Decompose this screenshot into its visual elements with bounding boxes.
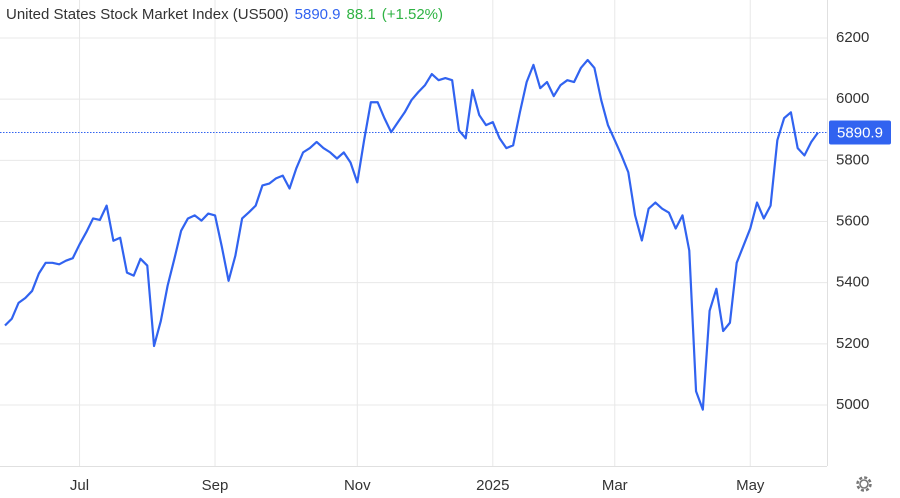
price-line [4, 58, 819, 411]
last-price-badge [829, 120, 891, 145]
x-tick-label: Nov [344, 477, 371, 494]
x-tick-label: Mar [602, 477, 628, 494]
settings-icon[interactable] [856, 476, 872, 492]
y-tick-label: 6200 [836, 29, 869, 46]
y-tick-label: 5400 [836, 274, 869, 291]
header: United States Stock Market Index (US500)… [6, 6, 443, 23]
price-change: 88.1 [347, 6, 376, 23]
x-tick-label: Sep [202, 477, 229, 494]
y-tick-label: 5800 [836, 151, 869, 168]
last-price: 5890.9 [295, 6, 341, 23]
chart-title: United States Stock Market Index (US500) [6, 6, 289, 23]
x-tick-label: 2025 [476, 477, 509, 494]
y-tick-label: 5000 [836, 396, 869, 413]
y-tick-label: 5600 [836, 212, 869, 229]
x-tick-label: Jul [70, 477, 89, 494]
x-tick-label: May [736, 477, 765, 494]
last-price-label: 5890.9 [837, 124, 883, 141]
y-tick-label: 6000 [836, 90, 869, 107]
price-change-percent: (+1.52%) [382, 6, 443, 23]
y-tick-label: 5200 [836, 335, 869, 352]
